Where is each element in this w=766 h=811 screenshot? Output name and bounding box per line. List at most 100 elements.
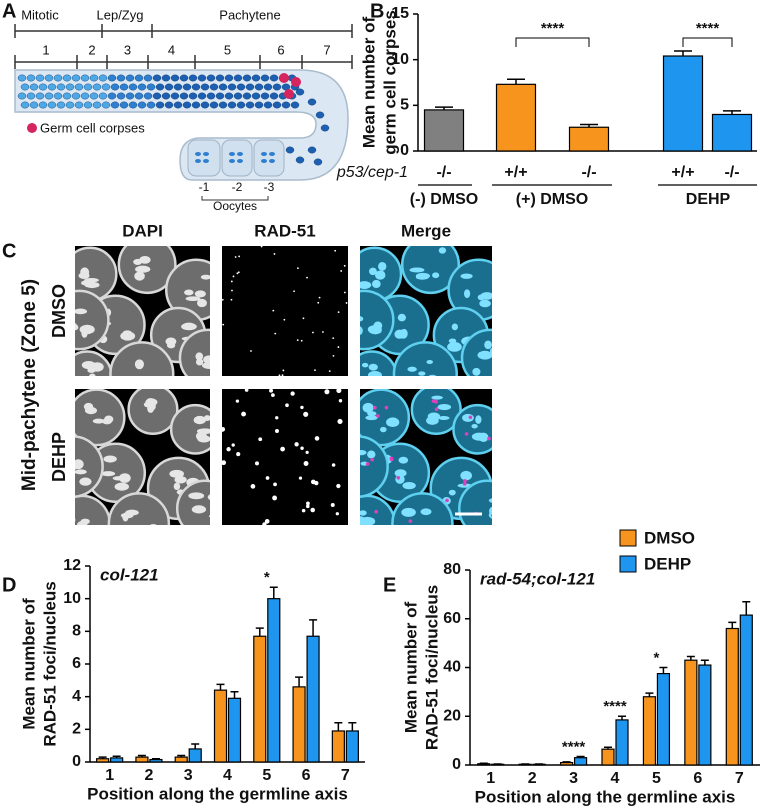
nucleus: [400, 246, 461, 295]
y-axis-label: RAD-51 foci/nucleus: [40, 581, 59, 746]
germ-cell: [26, 74, 36, 82]
bar: [174, 756, 188, 763]
oocyte-chromosome: [261, 152, 267, 156]
corpse-legend: Germ cell corpses: [40, 120, 145, 135]
chromatin: [367, 371, 383, 376]
germ-cell: [200, 83, 210, 91]
chromatin: [145, 398, 158, 406]
micrograph: [222, 246, 348, 376]
chromatin: [134, 359, 144, 370]
chromatin: [166, 342, 176, 349]
focus: [303, 411, 309, 417]
chromatin: [395, 474, 405, 484]
zone-label: 6: [277, 42, 284, 57]
chromatin: [140, 527, 146, 536]
oocyte-chromosome: [195, 159, 201, 163]
focus: [310, 479, 316, 485]
bar: [227, 697, 242, 763]
bar: [656, 672, 671, 766]
error-bar: [295, 676, 304, 687]
germ-cell: [146, 101, 156, 109]
chromatin: [478, 432, 489, 443]
row-label: DEHP: [49, 432, 69, 482]
chromatin: [431, 395, 443, 400]
germ-cell: [74, 83, 84, 91]
focus: [236, 451, 241, 457]
germ-cell: [173, 101, 183, 109]
corpse: [279, 73, 289, 83]
x-tick-label: 7: [735, 770, 744, 787]
germ-cell: [20, 83, 30, 91]
y-tick-label: 6: [72, 655, 81, 672]
y-axis-label: Mean number of: [19, 598, 38, 730]
focus: [293, 290, 295, 293]
germ-cell: [179, 74, 189, 82]
germ-cell: [182, 83, 192, 91]
error-bar: [507, 78, 525, 85]
germ-cell: [242, 74, 252, 82]
germ-cell: [227, 83, 237, 91]
germ-cell: [80, 74, 90, 82]
focus: [434, 526, 438, 530]
chromatin: [75, 518, 76, 522]
germ-cell: [74, 101, 84, 109]
germ-cell: [290, 101, 300, 109]
focus: [462, 482, 467, 486]
germ-cell: [143, 92, 153, 100]
germ-cell: [263, 101, 273, 109]
zone-label: 2: [88, 42, 95, 57]
oocyte: [221, 139, 253, 177]
germ-cell: [20, 101, 30, 109]
micrograph: [360, 389, 492, 530]
focus: [297, 267, 299, 270]
focus: [290, 391, 295, 396]
chromatin: [409, 267, 425, 273]
error-bar: [723, 110, 741, 115]
error-bar: [742, 600, 751, 616]
y-tick-label: 5: [400, 97, 409, 114]
x-tick-label: -/-: [724, 164, 739, 181]
chromatin: [103, 455, 117, 463]
error-bar: [686, 655, 695, 661]
germ-cell: [307, 146, 317, 154]
focus: [384, 405, 389, 410]
y-tick-label: 80: [443, 561, 461, 578]
focus: [275, 416, 279, 420]
focus: [306, 501, 310, 506]
germ-cell: [62, 74, 72, 82]
focus: [305, 504, 310, 509]
chromatin: [209, 493, 210, 497]
chromatin: [360, 510, 367, 516]
germ-cell: [143, 74, 153, 82]
chromatin: [200, 274, 210, 280]
germ-cell: [134, 92, 144, 100]
nucleus: [107, 492, 171, 525]
focus: [230, 298, 233, 301]
chromatin: [386, 417, 400, 428]
germ-cell: [146, 83, 156, 91]
germ-cell: [107, 92, 117, 100]
chromatin: [460, 273, 473, 279]
stage-label: Lep/Zyg: [97, 7, 144, 22]
chromatin: [203, 355, 210, 364]
x-tick-label: 4: [611, 770, 620, 787]
bar: [601, 748, 615, 766]
focus: [269, 389, 274, 393]
focus: [280, 446, 285, 452]
x-tick-label: 1: [486, 770, 495, 787]
germ-cell: [251, 92, 261, 100]
chromatin: [371, 279, 381, 289]
x-tick-label: 5: [652, 770, 661, 787]
x-tick-label: 3: [569, 770, 578, 787]
focus: [300, 405, 304, 410]
focus: [238, 255, 241, 258]
chromatin: [479, 299, 491, 308]
germ-cell: [295, 88, 305, 96]
oocyte-chromosome: [229, 159, 235, 163]
chromatin: [194, 290, 206, 298]
zone-label: 7: [323, 42, 330, 57]
focus: [487, 436, 491, 441]
nucleus: [360, 289, 395, 351]
chromatin: [122, 330, 132, 335]
chromatin: [75, 323, 77, 327]
